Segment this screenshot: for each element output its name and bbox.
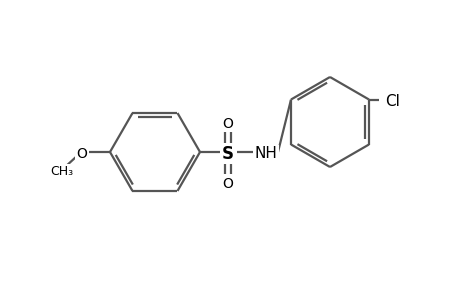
- Text: NH: NH: [254, 146, 277, 161]
- Text: O: O: [76, 146, 87, 161]
- Text: CH₃: CH₃: [50, 165, 73, 178]
- Text: O: O: [222, 116, 233, 130]
- Text: O: O: [222, 176, 233, 190]
- Text: S: S: [222, 145, 234, 163]
- Text: Cl: Cl: [385, 94, 399, 109]
